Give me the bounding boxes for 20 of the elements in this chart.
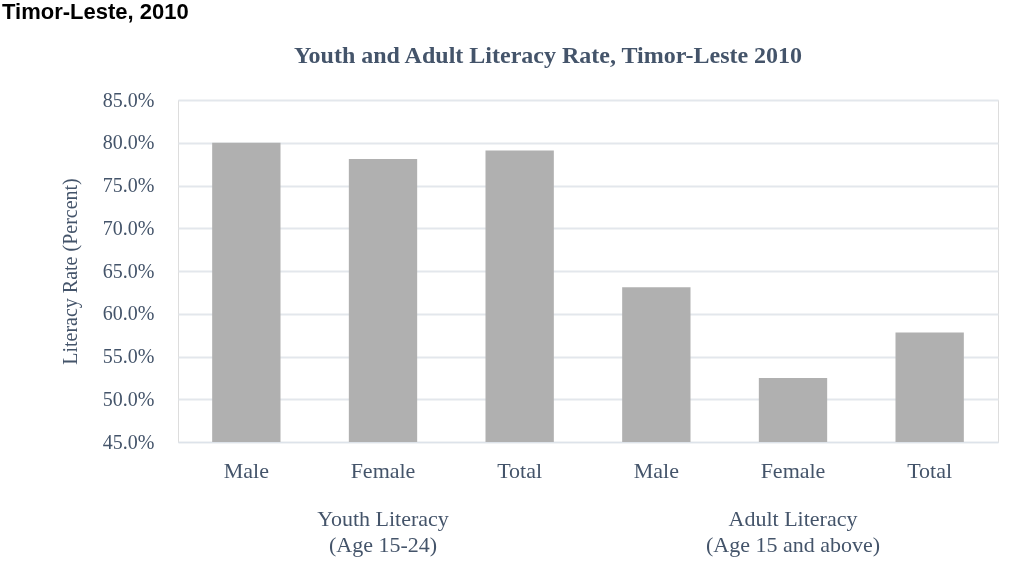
- text: Timor-Leste, 2010: [2, 0, 189, 24]
- y-axis-title: Literacy Rate (Percent): [58, 178, 82, 365]
- y-tick-label: 75.0%: [102, 174, 155, 196]
- y-tick-label: 50.0%: [102, 387, 155, 410]
- text: Adult Literacy (Age 15 and above): [705, 506, 881, 557]
- y-tick-label: 55.0%: [102, 345, 155, 367]
- y-tick-label: 45.0%: [102, 430, 155, 453]
- y-tick-label: 60.0%: [102, 302, 155, 325]
- y-tick-label: 70.0%: [102, 216, 155, 239]
- y-tick-label: 65.0%: [102, 259, 155, 282]
- y-tick-label: 85.0%: [102, 88, 155, 111]
- text: Youth Literacy (Age 15-24): [317, 506, 449, 557]
- x-tick-label: Total: [907, 457, 953, 483]
- y-tick-label: 80.0%: [102, 131, 155, 154]
- x-tick-label: Male: [633, 457, 679, 483]
- chart-title: Youth and Adult Literacy Rate, Timor-Leste 2010: [293, 42, 803, 68]
- x-tick-label: Female: [760, 457, 826, 483]
- x-tick-label: Female: [350, 457, 416, 483]
- x-tick-label: Total: [497, 457, 543, 483]
- x-tick-label: Male: [223, 457, 269, 483]
